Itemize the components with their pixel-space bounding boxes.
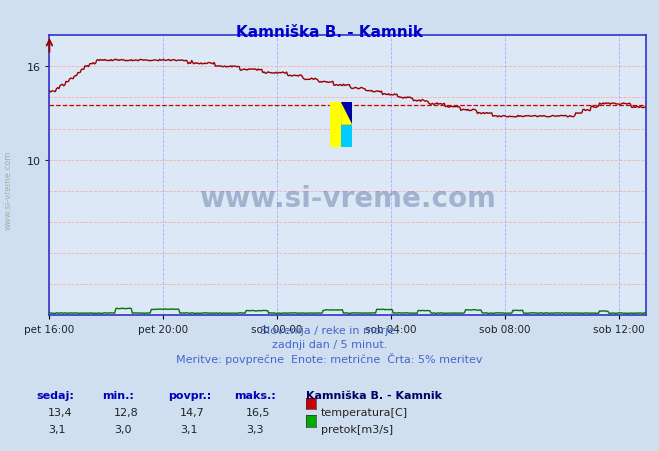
Text: www.si-vreme.com: www.si-vreme.com <box>3 150 13 229</box>
Text: povpr.:: povpr.: <box>168 390 212 400</box>
Text: 3,3: 3,3 <box>246 424 264 434</box>
Polygon shape <box>341 103 353 125</box>
Text: 3,0: 3,0 <box>114 424 132 434</box>
Text: Meritve: povprečne  Enote: metrične  Črta: 5% meritev: Meritve: povprečne Enote: metrične Črta:… <box>176 353 483 365</box>
Bar <box>341 125 353 148</box>
Text: zadnji dan / 5 minut.: zadnji dan / 5 minut. <box>272 339 387 349</box>
Text: Slovenija / reke in morje.: Slovenija / reke in morje. <box>260 326 399 336</box>
Text: sedaj:: sedaj: <box>36 390 74 400</box>
Text: maks.:: maks.: <box>234 390 275 400</box>
Text: min.:: min.: <box>102 390 134 400</box>
Text: Kamniška B. - Kamnik: Kamniška B. - Kamnik <box>306 390 442 400</box>
Bar <box>330 103 341 148</box>
Text: pretok[m3/s]: pretok[m3/s] <box>321 424 393 434</box>
Text: 3,1: 3,1 <box>48 424 66 434</box>
Text: 12,8: 12,8 <box>114 407 139 417</box>
Text: temperatura[C]: temperatura[C] <box>321 407 408 417</box>
Text: 16,5: 16,5 <box>246 407 270 417</box>
Text: Kamniška B. - Kamnik: Kamniška B. - Kamnik <box>236 25 423 40</box>
Text: 13,4: 13,4 <box>48 407 72 417</box>
Text: 3,1: 3,1 <box>180 424 198 434</box>
Bar <box>341 103 353 125</box>
Text: www.si-vreme.com: www.si-vreme.com <box>199 184 496 212</box>
Polygon shape <box>341 125 353 148</box>
Text: 14,7: 14,7 <box>180 407 205 417</box>
